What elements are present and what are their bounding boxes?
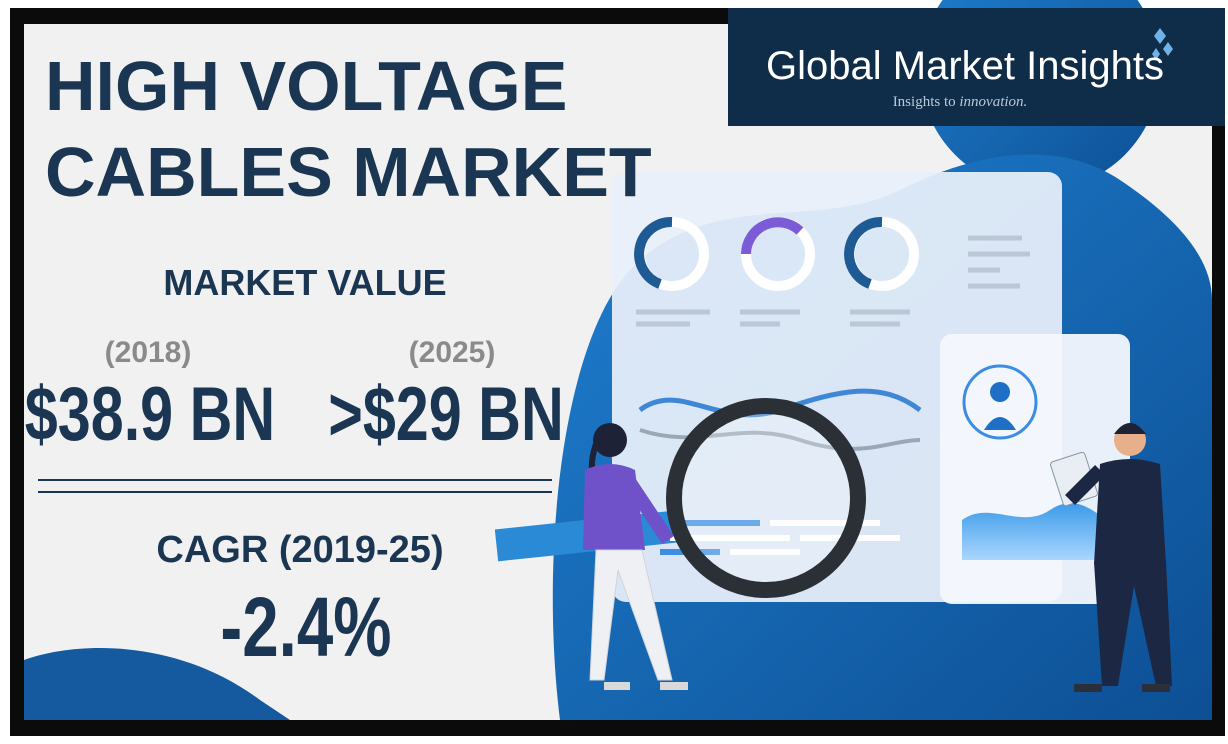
cagr-value: -2.4%: [220, 580, 391, 674]
logo-name: Global Market Insights: [766, 44, 1164, 88]
magnifier: [666, 398, 866, 598]
avatar: [962, 364, 1038, 440]
cagr-label: CAGR (2019-25): [156, 529, 443, 571]
logo-icon: [1152, 28, 1173, 60]
area-chart: [962, 503, 1110, 560]
value: $38.9 BN: [25, 372, 275, 457]
year: (2018): [105, 336, 192, 369]
donuts: [634, 216, 919, 291]
avatar-head: [990, 382, 1010, 402]
tagline-start: Insights to: [893, 94, 956, 110]
value: >$29 BN: [328, 372, 564, 457]
title-line: CABLES MARKET: [45, 133, 652, 211]
tagline-end: innovation.: [959, 94, 1027, 110]
avatar-body: [984, 417, 1016, 430]
title-line: HIGH VOLTAGE: [45, 47, 567, 125]
market-value-label: MARKET VALUE: [163, 262, 446, 303]
man: [1050, 423, 1172, 692]
logo-box: [728, 8, 1225, 126]
logo-tagline: Insights to innovation.: [893, 94, 1028, 110]
blob: [24, 648, 290, 720]
woman: [583, 423, 688, 690]
year: (2025): [409, 336, 496, 369]
dash-lines: [636, 235, 1030, 327]
